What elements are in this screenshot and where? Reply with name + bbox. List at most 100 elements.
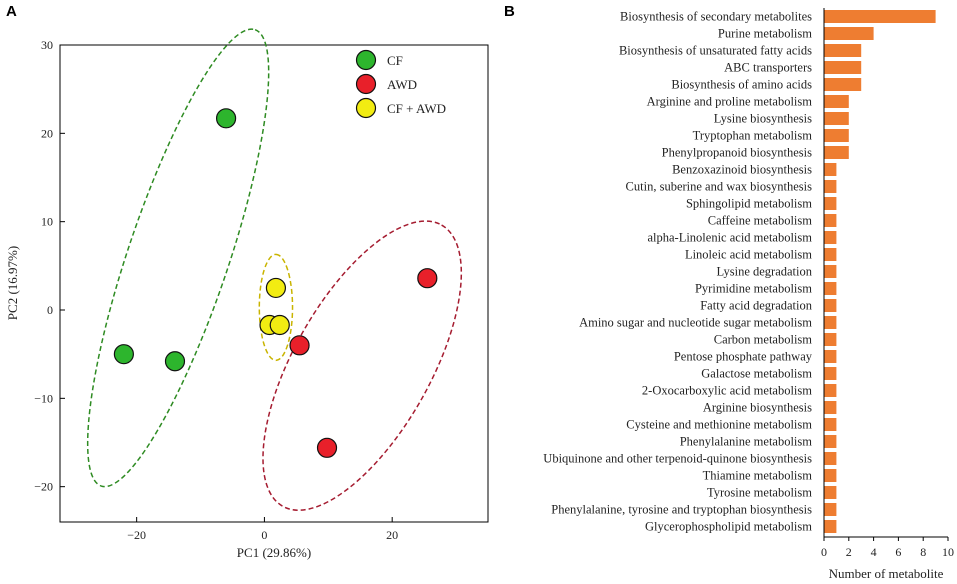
pathway-label: Galactose metabolism bbox=[701, 367, 812, 381]
legend-label: CF + AWD bbox=[387, 101, 446, 116]
pathway-label: Caffeine metabolism bbox=[708, 214, 813, 228]
panel-a-label: A bbox=[6, 3, 17, 20]
bar bbox=[824, 197, 837, 210]
pathway-label: Cysteine and methionine metabolism bbox=[626, 418, 812, 432]
bar bbox=[824, 452, 837, 465]
point-cf-awd bbox=[269, 314, 290, 336]
bar-x-tick-label: 4 bbox=[871, 545, 877, 559]
bar bbox=[824, 248, 837, 261]
bar bbox=[824, 418, 837, 431]
bar bbox=[824, 401, 837, 414]
point-awd bbox=[417, 268, 438, 289]
bar bbox=[824, 265, 837, 278]
scatter-points bbox=[113, 108, 438, 458]
pathway-label: Pentose phosphate pathway bbox=[674, 350, 813, 364]
pca-scatter-plot: −20 −10 0 10 20 30 −20 0 20 CF AWD CF + AWD PC1 (… bbox=[5, 28, 489, 560]
y-tick-label: −20 bbox=[34, 480, 53, 494]
bar bbox=[824, 112, 849, 125]
bar bbox=[824, 350, 837, 363]
pathway-labels: Biosynthesis of secondary metabolites Pur… bbox=[543, 10, 812, 534]
pathway-label: Sphingolipid metabolism bbox=[686, 197, 812, 211]
bar bbox=[824, 367, 837, 380]
pathway-label: Tyrosine metabolism bbox=[707, 486, 812, 500]
x-tick-label: 0 bbox=[261, 528, 267, 542]
bar bbox=[824, 384, 837, 397]
pathway-label: Phenylpropanoid biosynthesis bbox=[662, 146, 812, 160]
bar bbox=[824, 180, 837, 193]
bar bbox=[824, 520, 837, 533]
scatter-legend: CF AWD CF + AWD bbox=[355, 49, 446, 119]
pathway-label: alpha-Linolenic acid metabolism bbox=[647, 231, 812, 245]
legend-label: CF bbox=[387, 53, 403, 68]
pathway-label: Phenylalanine, tyrosine and tryptophan b… bbox=[551, 503, 812, 517]
pathway-label: Glycerophospholipid metabolism bbox=[645, 520, 812, 534]
bar-x-tick-label: 10 bbox=[942, 545, 954, 559]
ellipse-cf bbox=[86, 28, 270, 488]
bar bbox=[824, 435, 837, 448]
y-tick-label: 0 bbox=[47, 303, 53, 317]
bar-x-tick-label: 8 bbox=[920, 545, 926, 559]
point-cf bbox=[215, 108, 237, 129]
bar-x-tick-label: 2 bbox=[846, 545, 852, 559]
pathway-label: Carbon metabolism bbox=[714, 333, 813, 347]
bar bbox=[824, 78, 862, 91]
bar bbox=[824, 299, 837, 312]
pathway-label: Biosynthesis of unsaturated fatty acids bbox=[619, 44, 812, 58]
pathway-label: Amino sugar and nucleotide sugar metabol… bbox=[579, 316, 812, 330]
bar bbox=[824, 282, 837, 295]
scatter-x-axis-label: PC1 (29.86%) bbox=[237, 545, 311, 560]
point-cf-awd bbox=[265, 277, 287, 299]
bar bbox=[824, 44, 862, 57]
point-awd bbox=[316, 437, 338, 458]
pathway-label: 2-Oxocarboxylic acid metabolism bbox=[642, 384, 812, 398]
bar bbox=[824, 129, 849, 142]
pathway-label: Lysine degradation bbox=[717, 265, 813, 279]
point-cf bbox=[113, 344, 134, 365]
pathway-label: Benzoxazinoid biosynthesis bbox=[672, 163, 812, 177]
y-tick-label: −10 bbox=[34, 391, 53, 405]
pathway-label: Purine metabolism bbox=[718, 27, 812, 41]
bar bbox=[824, 469, 837, 482]
bar bbox=[824, 214, 837, 227]
point-cf bbox=[164, 351, 186, 372]
pathway-label: Linoleic acid metabolism bbox=[685, 248, 812, 262]
pathway-label: Cutin, suberine and wax biosynthesis bbox=[626, 180, 813, 194]
pathway-label: Biosynthesis of amino acids bbox=[671, 78, 812, 92]
x-tick-label: 20 bbox=[386, 528, 398, 542]
pathway-label: Biosynthesis of secondary metabolites bbox=[620, 10, 812, 24]
bar bbox=[824, 503, 837, 516]
bar bbox=[824, 231, 837, 244]
confidence-ellipses bbox=[86, 28, 463, 511]
pathway-bar-chart: Biosynthesis of secondary metabolites Pur… bbox=[543, 8, 954, 581]
y-tick-label: 10 bbox=[41, 215, 53, 229]
y-tick-label: 30 bbox=[41, 38, 53, 52]
bar-marks bbox=[824, 10, 936, 533]
point-awd bbox=[289, 335, 310, 356]
legend-marker bbox=[355, 73, 377, 95]
bar bbox=[824, 10, 936, 23]
x-tick-label: −20 bbox=[127, 528, 146, 542]
scatter-plot-frame bbox=[59, 44, 489, 523]
legend-label: AWD bbox=[387, 77, 417, 92]
pathway-label: ABC transporters bbox=[724, 61, 812, 75]
pathway-label: Arginine biosynthesis bbox=[703, 401, 812, 415]
bar-x-axis: 0 2 4 6 8 10 bbox=[821, 537, 954, 559]
bar-x-axis-label: Number of metabolite bbox=[829, 566, 944, 581]
legend-marker bbox=[355, 97, 377, 119]
y-tick-label: 20 bbox=[41, 126, 53, 140]
pathway-label: Fatty acid degradation bbox=[700, 299, 813, 313]
ellipse-cf-awd bbox=[258, 253, 294, 362]
scatter-y-axis-label: PC2 (16.97%) bbox=[5, 246, 20, 320]
panel-b-label: B bbox=[504, 3, 515, 20]
pathway-label: Ubiquinone and other terpenoid-quinone b… bbox=[543, 452, 812, 466]
bar bbox=[824, 27, 874, 40]
legend-marker bbox=[355, 49, 377, 71]
pathway-label: Pyrimidine metabolism bbox=[695, 282, 812, 296]
pathway-label: Thiamine metabolism bbox=[703, 469, 813, 483]
bar bbox=[824, 146, 849, 159]
bar bbox=[824, 61, 862, 74]
pathway-label: Arginine and proline metabolism bbox=[647, 95, 813, 109]
pathway-label: Phenylalanine metabolism bbox=[680, 435, 813, 449]
pathway-label: Tryptophan metabolism bbox=[693, 129, 813, 143]
